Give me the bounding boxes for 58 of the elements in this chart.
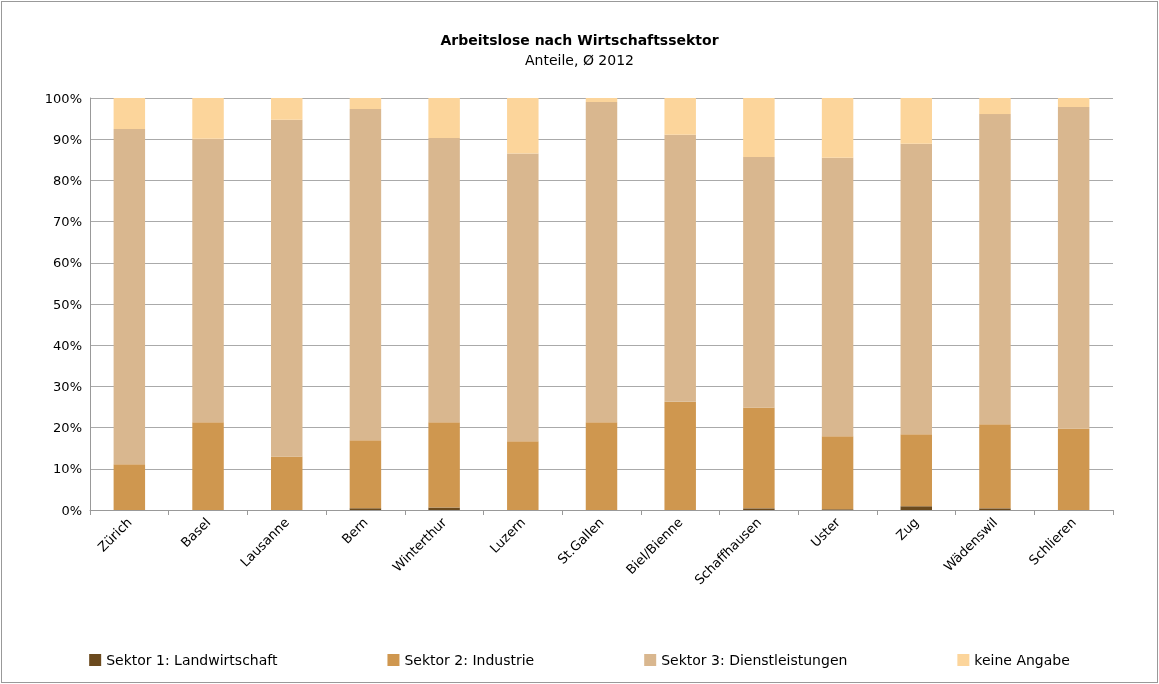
bar (585, 98, 618, 103)
y-tick-label: 0% (61, 502, 82, 518)
bar (664, 134, 696, 402)
bar (743, 156, 775, 408)
bar (585, 422, 618, 510)
bar (979, 98, 1011, 115)
bar (1057, 107, 1090, 429)
legend-label: Sektor 2: Industrie (404, 652, 535, 668)
legend-label: Sektor 3: Dienstleistungen (661, 652, 848, 668)
bar (270, 119, 303, 457)
bar (743, 98, 775, 157)
bar (743, 407, 775, 509)
bar (585, 102, 618, 423)
bar (900, 434, 933, 507)
bar (192, 98, 224, 139)
legend-label: keine Angabe (974, 652, 1070, 668)
y-tick-label: 70% (53, 214, 82, 230)
bar (349, 440, 382, 509)
bar (900, 506, 933, 510)
y-tick-label: 30% (53, 378, 82, 394)
bar (900, 143, 933, 435)
bar (664, 401, 696, 510)
bar (1057, 428, 1090, 510)
bar (428, 137, 460, 423)
y-tick-label: 60% (53, 255, 82, 271)
y-tick-label: 50% (53, 296, 82, 312)
bar (270, 98, 303, 120)
bar (821, 98, 854, 158)
chart-title: Arbeitslose nach Wirtschaftssektor (440, 32, 719, 48)
bar (270, 456, 303, 510)
x-tick-label: Zug (893, 514, 922, 544)
bar (507, 98, 539, 154)
y-tick-label: 20% (53, 420, 82, 436)
y-tick-label: 80% (53, 172, 82, 188)
y-tick-label: 90% (53, 131, 82, 147)
bar (664, 98, 696, 135)
bar (349, 98, 382, 110)
bar (428, 98, 460, 138)
y-tick-label: 40% (53, 337, 82, 353)
bar (900, 98, 933, 144)
chart-subtitle: Anteile, Ø 2012 (525, 52, 634, 68)
bar (821, 157, 854, 437)
bar (113, 128, 146, 465)
bar (192, 422, 224, 510)
bar (1057, 98, 1090, 108)
legend-label: Sektor 1: Landwirtschaft (106, 652, 278, 668)
y-tick-label: 10% (53, 461, 82, 477)
bar (428, 422, 460, 508)
bar (192, 138, 224, 423)
bar (979, 424, 1011, 509)
bar (113, 98, 146, 129)
bar (349, 109, 382, 441)
bar (979, 114, 1011, 425)
bar (507, 153, 539, 442)
bar (113, 464, 146, 510)
bar (821, 436, 854, 510)
y-tick-label: 100% (44, 90, 82, 106)
bar (507, 441, 539, 510)
